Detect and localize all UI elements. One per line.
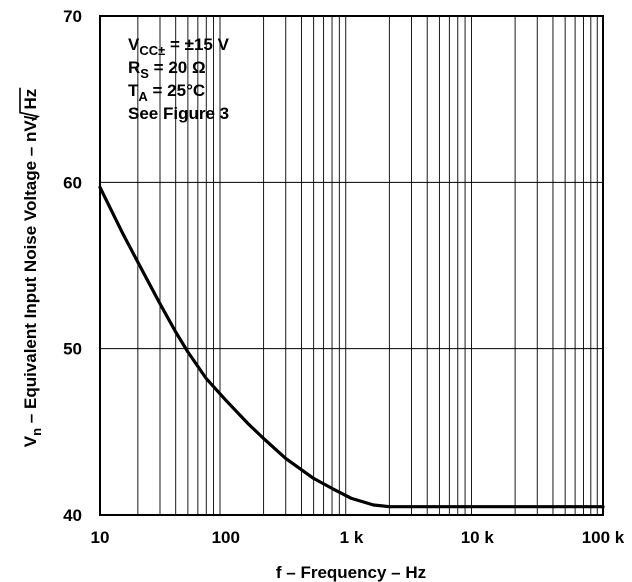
- x-tick-label: 1 k: [340, 528, 364, 547]
- y-tick-label: 40: [63, 506, 82, 525]
- x-tick-label: 100: [212, 528, 240, 547]
- y-tick-label: 60: [63, 173, 82, 192]
- y-axis-unit: nV/: [21, 115, 40, 142]
- noise-curve: [98, 185, 605, 509]
- annotation-line: VCC± = ±15 V: [128, 35, 230, 58]
- y-axis-symbol-sub: n: [29, 428, 44, 436]
- y-axis-ticks: 40 50 60 70: [63, 7, 82, 525]
- x-axis-label: f – Frequency – Hz: [276, 563, 426, 582]
- series-layer: [98, 185, 605, 509]
- y-axis-text: – Equivalent Input Noise Voltage –: [21, 147, 40, 423]
- x-tick-label: 10: [91, 528, 110, 547]
- grid-lines: [100, 15, 603, 516]
- y-tick-label: 50: [63, 340, 82, 359]
- x-tick-label: 100 k: [582, 528, 625, 547]
- y-tick-label: 70: [63, 7, 82, 26]
- y-axis-label: Vn – Equivalent Input Noise Voltage – nV…: [19, 87, 44, 447]
- y-axis-symbol: V: [21, 435, 40, 447]
- annotation-line: TA = 25°C: [128, 81, 205, 104]
- x-tick-label: 10 k: [461, 528, 495, 547]
- x-axis-ticks: 10 100 1 k 10 k 100 k: [91, 528, 625, 547]
- plot-frame: [99, 15, 604, 516]
- y-axis-unit-root: Hz: [21, 89, 40, 110]
- annotation-line: See Figure 3: [128, 104, 229, 123]
- sqrt-icon: [19, 87, 41, 122]
- annotation-line: RS = 20 Ω: [128, 58, 206, 81]
- svg-text:Vn – Equivalent Input Noise Vo: Vn – Equivalent Input Noise Voltage – nV…: [21, 89, 44, 447]
